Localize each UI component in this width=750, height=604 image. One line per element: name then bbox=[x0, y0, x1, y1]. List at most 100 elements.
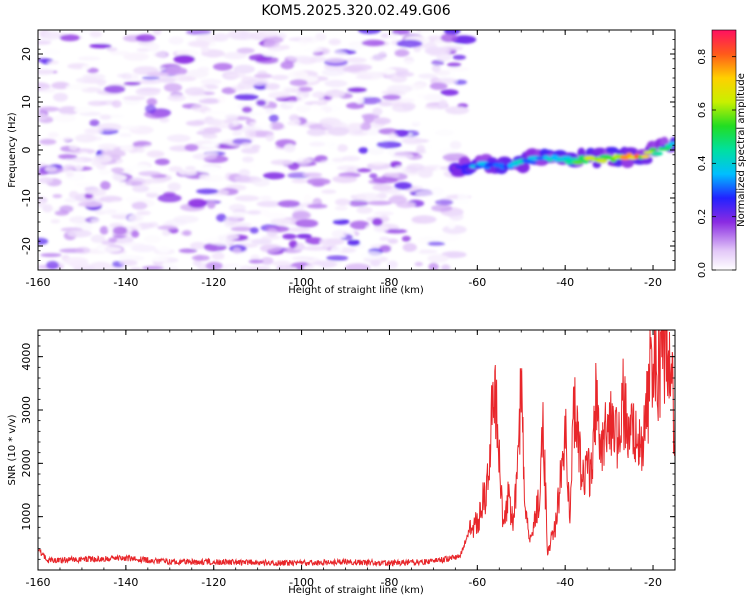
heatmap-cell bbox=[436, 77, 458, 85]
heatmap-cell bbox=[148, 221, 159, 228]
snr-y-ticks: 1000 2000 3000 4000 bbox=[20, 334, 675, 571]
spectrogram-y-label: Frequency (Hz) bbox=[7, 112, 18, 188]
heatmap-cell bbox=[447, 62, 462, 67]
heatmap-cell bbox=[90, 234, 106, 243]
heatmap-cell bbox=[187, 198, 207, 208]
x-tick-label: -80 bbox=[380, 276, 398, 289]
heatmap-cell bbox=[356, 168, 372, 173]
y-tick-label: 10 bbox=[20, 95, 33, 109]
heatmap-cell bbox=[203, 127, 222, 134]
heatmap-cell bbox=[416, 93, 426, 99]
heatmap-signal-track bbox=[448, 136, 675, 177]
x-tick-label: -20 bbox=[644, 576, 662, 589]
heatmap-cell bbox=[97, 123, 122, 132]
heatmap-cell bbox=[288, 162, 300, 171]
heatmap-cell bbox=[613, 159, 623, 167]
heatmap-cell bbox=[200, 78, 222, 85]
heatmap-cell bbox=[560, 155, 572, 160]
heatmap-cell bbox=[395, 71, 415, 77]
heatmap-cell bbox=[130, 267, 142, 270]
heatmap-cell bbox=[232, 130, 243, 136]
heatmap-cell bbox=[123, 81, 141, 86]
heatmap-cell bbox=[126, 223, 142, 233]
heatmap-cell bbox=[199, 174, 211, 181]
heatmap-cell bbox=[192, 153, 217, 161]
heatmap-cell bbox=[373, 117, 391, 125]
heatmap-cell bbox=[291, 256, 314, 261]
heatmap-cell bbox=[263, 172, 285, 180]
heatmap-cell bbox=[582, 159, 589, 164]
heatmap-cell bbox=[125, 164, 150, 170]
heatmap-cell bbox=[38, 177, 53, 184]
heatmap-cell bbox=[108, 200, 124, 210]
heatmap-cell bbox=[138, 171, 161, 177]
heatmap-cell bbox=[84, 193, 94, 199]
heatmap-cell bbox=[256, 99, 267, 107]
heatmap-cell bbox=[327, 50, 348, 60]
snr-x-label: Height of straight line (km) bbox=[288, 585, 424, 596]
heatmap-cell bbox=[146, 150, 165, 158]
heatmap-cell bbox=[349, 131, 368, 136]
heatmap-cell bbox=[186, 30, 212, 35]
heatmap-cell bbox=[46, 167, 70, 173]
heatmap-cell bbox=[345, 57, 367, 63]
heatmap-cell bbox=[413, 227, 424, 234]
heatmap-cell bbox=[403, 168, 421, 176]
heatmap-cell bbox=[75, 246, 91, 254]
x-tick-label: -20 bbox=[644, 276, 662, 289]
heatmap-cell bbox=[57, 154, 78, 160]
x-tick-label: -160 bbox=[26, 576, 51, 589]
heatmap-cell bbox=[162, 230, 171, 236]
heatmap-cell bbox=[98, 143, 119, 151]
heatmap-cell bbox=[455, 106, 466, 112]
heatmap-cell bbox=[418, 169, 433, 179]
heatmap-cell bbox=[369, 173, 378, 179]
heatmap-cell bbox=[65, 83, 90, 90]
heatmap-cell bbox=[438, 147, 456, 155]
heatmap-cell bbox=[449, 212, 464, 221]
heatmap-cell bbox=[42, 204, 53, 213]
x-tick-label: -100 bbox=[289, 276, 314, 289]
y-tick-label: 2000 bbox=[20, 449, 33, 477]
heatmap-cell bbox=[347, 239, 361, 246]
figure-title: KOM5.2025.320.02.49.G06 bbox=[261, 3, 450, 19]
heatmap-cell bbox=[386, 84, 413, 94]
heatmap-cell bbox=[295, 242, 305, 251]
heatmap-cell bbox=[396, 39, 423, 48]
heatmap-cell bbox=[128, 177, 146, 186]
heatmap-cell bbox=[411, 215, 437, 224]
heatmap-cell bbox=[359, 251, 383, 260]
heatmap-cell bbox=[578, 155, 586, 161]
spectrogram-y-ticks: -20 -10 0 10 20 bbox=[20, 29, 675, 271]
heatmap-cell bbox=[186, 69, 209, 79]
heatmap-cell bbox=[103, 85, 126, 94]
heatmap-cell bbox=[224, 114, 239, 120]
heatmap-cell bbox=[56, 136, 73, 142]
heatmap-cell bbox=[259, 195, 272, 201]
heatmap-cell bbox=[132, 185, 150, 193]
heatmap-cell bbox=[572, 160, 584, 165]
heatmap-cell bbox=[89, 31, 103, 38]
heatmap-cell bbox=[330, 246, 343, 253]
heatmap-cell bbox=[328, 126, 350, 136]
colorbar-tick-label: 0.0 bbox=[697, 262, 708, 278]
colorbar-tick-label: 0.2 bbox=[697, 209, 708, 225]
heatmap-cell bbox=[270, 218, 293, 226]
heatmap-cell bbox=[424, 144, 434, 150]
heatmap-cell bbox=[416, 144, 426, 153]
heatmap-cell bbox=[426, 241, 446, 246]
heatmap-cell bbox=[291, 211, 311, 220]
heatmap-cell bbox=[64, 198, 78, 203]
x-tick-label: -120 bbox=[201, 276, 226, 289]
heatmap-cell bbox=[135, 87, 161, 96]
spectrogram-x-ticks: -160 -140 -120 -100 -80 -60 -40 -20 bbox=[26, 30, 662, 289]
heatmap-cell bbox=[441, 264, 451, 270]
heatmap-cell bbox=[157, 76, 177, 83]
heatmap-cell bbox=[38, 40, 52, 45]
heatmap-cell bbox=[153, 51, 168, 58]
heatmap-cell bbox=[306, 178, 331, 186]
heatmap-cell bbox=[372, 184, 393, 191]
x-tick-label: -40 bbox=[556, 276, 574, 289]
heatmap-cell bbox=[341, 155, 361, 162]
